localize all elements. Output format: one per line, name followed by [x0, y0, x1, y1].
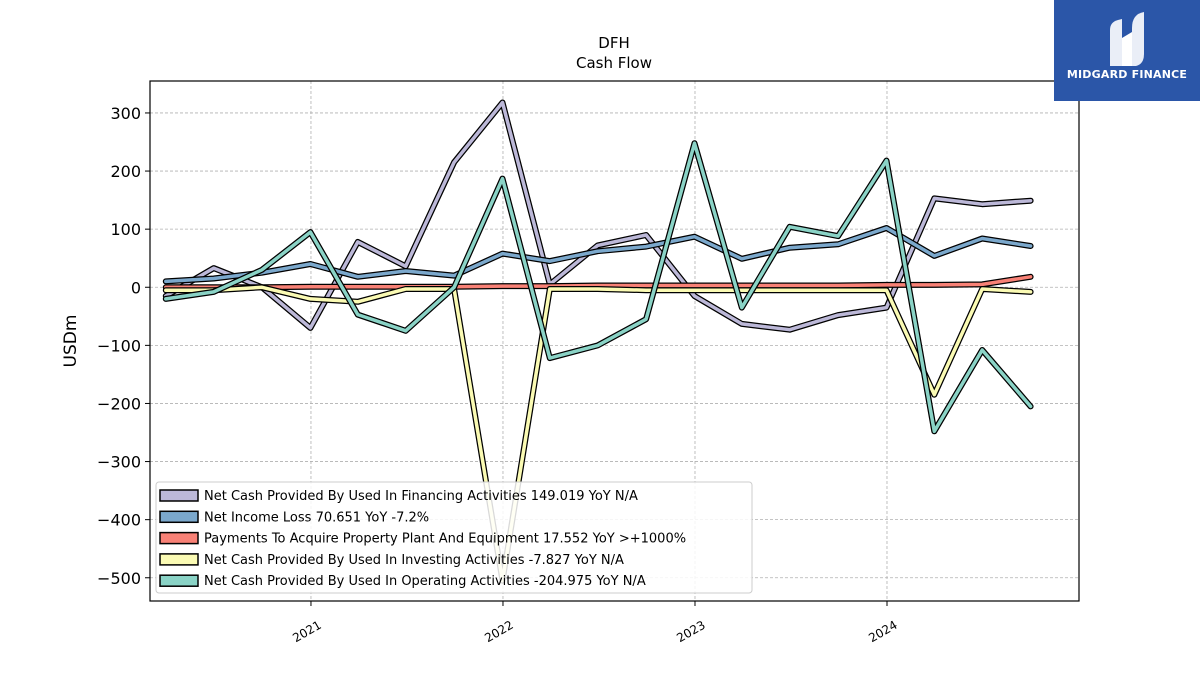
legend-label: Net Cash Provided By Used In Investing A… [204, 553, 624, 568]
y-tick-label: −300 [97, 453, 141, 472]
legend-swatch [159, 531, 199, 545]
legend: Net Cash Provided By Used In Financing A… [155, 481, 753, 594]
series-line [164, 275, 1033, 290]
series-line [164, 141, 1033, 434]
x-tick-label: 2021 [290, 618, 323, 645]
x-tick-label: 2024 [866, 618, 899, 645]
chart-title: DFH [598, 34, 629, 52]
series-lines [162, 99, 1034, 584]
legend-swatch [159, 510, 199, 524]
logo-text: MIDGARD FINANCE [1066, 68, 1188, 81]
series-line [164, 100, 1033, 332]
y-tick-label: 300 [110, 104, 141, 123]
logo-mark-icon [1110, 12, 1144, 66]
y-tick-label: 100 [110, 220, 141, 239]
y-tick-label: −200 [97, 394, 141, 413]
legend-swatch [159, 489, 199, 502]
y-tick-label: −400 [97, 511, 141, 530]
y-tick-label: 200 [110, 162, 141, 181]
y-tick-label: −100 [97, 336, 141, 355]
y-tick-label: 0 [131, 278, 141, 297]
plot-frame [149, 80, 1080, 602]
legend-box [155, 481, 753, 594]
y-axis-label: USDm [61, 315, 81, 368]
legend-label: Payments To Acquire Property Plant And E… [204, 532, 686, 547]
legend-label: Net Income Loss 70.651 YoY -7.2% [204, 510, 429, 525]
series-line [164, 285, 1033, 583]
chart-subtitle: Cash Flow [576, 54, 652, 72]
x-tick-label: 2022 [482, 618, 515, 645]
logo: MIDGARD FINANCE [1054, 0, 1200, 101]
legend-label: Net Cash Provided By Used In Financing A… [204, 489, 638, 504]
legend-swatch [159, 553, 199, 566]
legend-swatch [159, 574, 199, 587]
legend-label: Net Cash Provided By Used In Operating A… [204, 574, 646, 589]
x-tick-label: 2023 [674, 618, 707, 645]
series-line [164, 226, 1033, 284]
y-tick-label: −500 [97, 569, 141, 588]
